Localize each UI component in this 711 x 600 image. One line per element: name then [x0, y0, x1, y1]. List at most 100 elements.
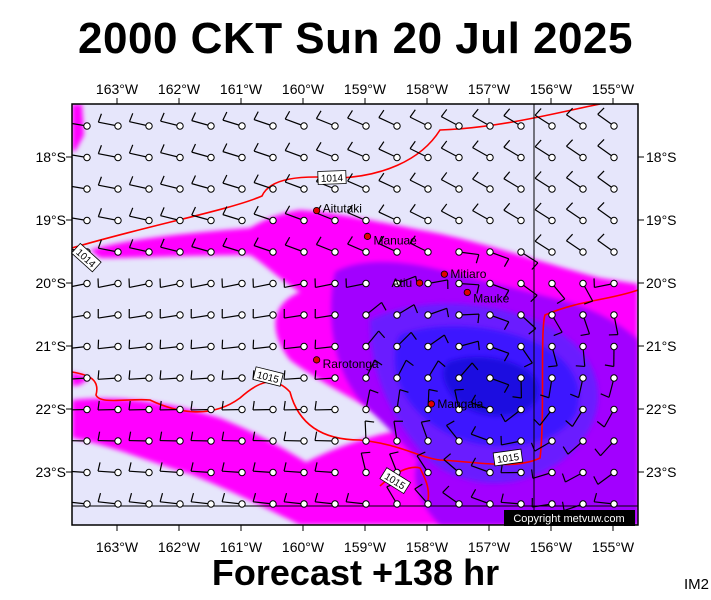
wind-barb	[414, 483, 432, 508]
lat-label-left: 22°S	[35, 401, 66, 417]
wind-barbs	[72, 107, 619, 512]
wind-barb	[416, 451, 432, 477]
wind-barb	[128, 176, 153, 193]
wind-barb	[252, 278, 277, 289]
wind-barb	[315, 236, 339, 256]
wind-barb	[561, 468, 587, 483]
wind-barb	[472, 140, 494, 162]
place-label: Mauke	[473, 291, 509, 305]
wind-barb	[347, 204, 370, 225]
place-mitiaro: Mitiaro	[440, 267, 487, 281]
wind-barb	[314, 309, 339, 319]
place-label: Mangaia	[437, 397, 483, 411]
wind-barb	[360, 451, 371, 477]
lon-label-top: 162°W	[158, 81, 201, 97]
wind-barb	[128, 431, 153, 445]
wind-barb	[128, 339, 153, 351]
lon-label-bottom: 162°W	[158, 539, 201, 555]
wind-barb	[347, 110, 370, 130]
wind-barb	[594, 437, 618, 457]
wind-barb	[97, 176, 122, 193]
wind-barb	[128, 370, 153, 382]
wind-barb	[548, 342, 558, 368]
wind-barb	[253, 237, 277, 256]
wind-barb	[284, 173, 308, 193]
lon-label-bottom: 160°W	[282, 539, 325, 555]
wind-barb	[455, 248, 480, 264]
wind-barb	[72, 468, 91, 477]
tick-marks	[66, 98, 644, 531]
wind-barb	[503, 139, 525, 162]
wind-barb	[159, 370, 184, 382]
wind-barb	[424, 334, 449, 351]
wind-barb	[190, 462, 215, 477]
wind-barb	[97, 309, 122, 319]
wind-barb	[486, 311, 510, 331]
wind-barb	[283, 462, 308, 477]
wind-barb	[503, 171, 525, 193]
wind-barb	[570, 374, 587, 399]
wind-barb	[409, 109, 432, 130]
product-code: IM2	[683, 576, 709, 593]
wind-barb	[253, 142, 277, 162]
wind-barb	[284, 110, 308, 130]
wind-barb	[159, 462, 184, 477]
wind-barb	[190, 309, 215, 319]
wind-barb	[128, 492, 153, 508]
lat-label-right: 23°S	[646, 464, 677, 480]
wind-barb	[159, 492, 184, 508]
wind-barb	[128, 400, 153, 414]
forecast-label: Forecast +138 hr	[211, 552, 500, 593]
wind-barb	[72, 185, 91, 193]
wind-barb	[128, 309, 153, 319]
lat-label-left: 21°S	[35, 338, 66, 354]
wind-barb	[347, 141, 370, 162]
lat-label-left: 20°S	[35, 275, 66, 291]
wind-barb	[253, 174, 277, 193]
wind-barb	[561, 500, 587, 512]
wind-barb	[593, 468, 618, 485]
place-marker	[313, 206, 321, 215]
rain-band-magenta	[72, 372, 90, 386]
wind-barb	[533, 405, 556, 426]
rain-band-magenta	[72, 104, 84, 152]
wind-barb	[72, 405, 91, 414]
lat-label-right: 18°S	[646, 149, 677, 165]
wind-barb	[128, 278, 153, 289]
wind-barb	[362, 420, 375, 445]
lon-label-top: 161°W	[220, 81, 263, 97]
wind-barb	[455, 279, 480, 294]
wind-barb	[409, 140, 432, 162]
place-atiu: Atiu	[392, 276, 424, 290]
place-label: Aitutaki	[323, 202, 362, 216]
wind-barb	[314, 339, 339, 351]
lat-label-right: 19°S	[646, 212, 677, 228]
wind-barb	[566, 233, 587, 256]
lon-label-bottom: 157°W	[468, 539, 511, 555]
wind-barb	[191, 206, 215, 225]
wind-barb	[597, 170, 618, 193]
wind-barb	[159, 278, 184, 289]
wind-barb	[221, 462, 246, 477]
lon-label-top: 159°W	[344, 81, 387, 97]
lon-label-bottom: 155°W	[592, 539, 635, 555]
wind-barb	[221, 370, 246, 382]
wind-barb	[534, 171, 556, 193]
wind-barb	[517, 311, 537, 335]
wind-barb	[455, 311, 480, 324]
wind-barb	[362, 330, 386, 351]
lon-label-top: 160°W	[282, 81, 325, 97]
wind-barb	[128, 144, 153, 162]
wind-barb	[472, 108, 494, 130]
wind-barb	[159, 309, 184, 319]
wind-barb	[160, 144, 184, 162]
place-marker	[363, 232, 372, 240]
wind-barb	[486, 342, 510, 362]
lon-label-bottom: 159°W	[344, 539, 387, 555]
place-marker	[427, 400, 435, 408]
wind-barb	[393, 359, 414, 382]
wind-barb	[222, 143, 246, 162]
wind-barb	[160, 207, 184, 225]
wind-barb	[221, 309, 246, 319]
